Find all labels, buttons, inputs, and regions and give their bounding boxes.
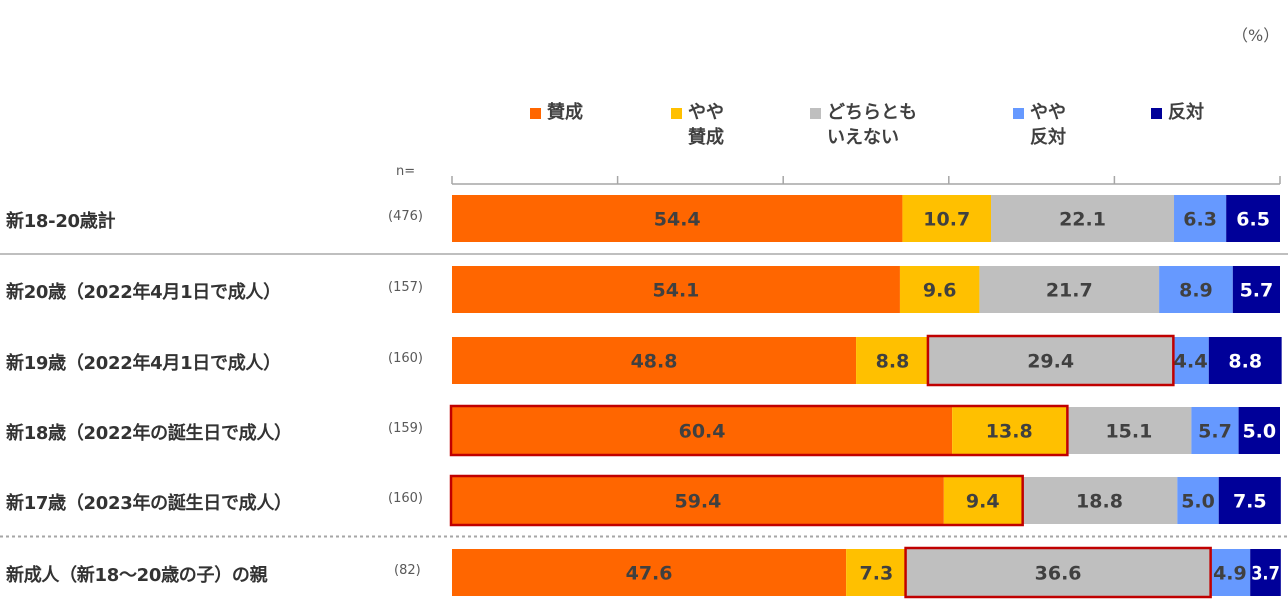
bar-segment <box>1021 477 1178 524</box>
bar-segment <box>899 266 980 313</box>
data-label: 9.4 <box>966 491 1000 513</box>
bar-segment <box>1159 266 1233 313</box>
data-label: 18.8 <box>1076 491 1123 513</box>
bar-segment <box>1174 195 1227 242</box>
legend-swatch <box>810 108 821 119</box>
row-label: 新20歳（2022年4月1日で成人） <box>6 281 281 303</box>
data-label: 47.6 <box>626 563 673 585</box>
data-label: 5.0 <box>1181 491 1215 513</box>
highlight-box <box>449 404 1069 457</box>
legend-item: 賛成 <box>530 100 583 125</box>
legend-label: どちらとも いえない <box>827 102 917 148</box>
legend-item: やや 反対 <box>1013 100 1066 150</box>
highlight-box <box>904 546 1212 599</box>
bar-segment <box>1209 549 1251 596</box>
data-label: 36.6 <box>1035 563 1082 585</box>
legend-item: やや 賛成 <box>671 100 724 150</box>
unit-label: （%） <box>1232 26 1280 45</box>
bar-segment <box>928 337 1173 384</box>
row-label: 新成人（新18～20歳の子）の親 <box>6 564 268 586</box>
bar-segment <box>902 195 992 242</box>
legend-swatch <box>1013 108 1024 119</box>
row-label: 新18-20歳計 <box>6 210 116 232</box>
bar-segment <box>856 337 929 384</box>
highlight-box <box>449 474 1024 527</box>
bar-segment <box>1250 549 1281 596</box>
data-label: 21.7 <box>1046 280 1093 302</box>
bar-segment <box>1208 337 1282 384</box>
row-n-value: (82) <box>394 562 421 578</box>
legend-label: やや 賛成 <box>688 102 724 148</box>
legend-swatch <box>1151 108 1162 119</box>
data-label: 8.8 <box>876 351 910 373</box>
data-label: 6.3 <box>1183 209 1217 231</box>
data-label: 22.1 <box>1059 209 1106 231</box>
data-label: 5.7 <box>1198 421 1232 443</box>
data-label: 8.9 <box>1179 280 1213 302</box>
bar-segment <box>1226 195 1280 242</box>
bar-segment <box>991 195 1175 242</box>
data-label: 7.3 <box>860 563 894 585</box>
bar-segment <box>1191 407 1239 454</box>
row-n-value: (160) <box>388 350 423 366</box>
bar-segment <box>452 195 903 242</box>
row-n-value: (160) <box>388 490 423 506</box>
data-label: 29.4 <box>1027 351 1074 373</box>
bar-segment <box>906 549 1210 596</box>
bar-segment <box>846 549 907 596</box>
bar-segment <box>1066 407 1192 454</box>
data-label: 10.7 <box>923 209 970 231</box>
bar-segment <box>452 549 847 596</box>
legend-label: 賛成 <box>547 102 583 123</box>
data-label: 59.4 <box>674 491 721 513</box>
bar-segment <box>1238 407 1280 454</box>
legend-item: 反対 <box>1151 100 1204 125</box>
data-label: 4.9 <box>1213 563 1247 585</box>
legend-label: 反対 <box>1168 102 1204 123</box>
data-label: 5.7 <box>1240 280 1274 302</box>
data-label: 15.1 <box>1105 421 1152 443</box>
data-label: 3.7 <box>1251 563 1280 585</box>
data-label: 9.6 <box>923 280 957 302</box>
data-label: 54.4 <box>654 209 701 231</box>
data-label: 8.8 <box>1228 351 1262 373</box>
row-n-value: (476) <box>388 208 423 224</box>
bar-segment <box>952 407 1067 454</box>
bar-segment <box>1232 266 1280 313</box>
data-label: 7.5 <box>1233 491 1267 513</box>
row-label: 新17歳（2023年の誕生日で成人） <box>6 492 292 514</box>
bar-segment <box>452 337 857 384</box>
data-label: 5.0 <box>1242 421 1276 443</box>
bar-segment <box>1172 337 1209 384</box>
legend-swatch <box>671 108 682 119</box>
bar-segment <box>1218 477 1281 524</box>
bar-segment <box>452 266 900 313</box>
data-label: 48.8 <box>631 351 678 373</box>
bar-segment <box>1177 477 1219 524</box>
data-label: 6.5 <box>1236 209 1270 231</box>
legend-item: どちらとも いえない <box>810 100 917 150</box>
n-header: n= <box>396 164 416 179</box>
bar-segment <box>452 477 944 524</box>
legend-swatch <box>530 108 541 119</box>
data-label: 60.4 <box>679 421 726 443</box>
data-label: 13.8 <box>986 421 1033 443</box>
row-n-value: (157) <box>388 279 423 295</box>
bar-segment <box>452 407 953 454</box>
data-label: 4.4 <box>1173 351 1207 373</box>
highlight-box <box>926 334 1175 387</box>
row-label: 新19歳（2022年4月1日で成人） <box>6 352 281 374</box>
data-label: 54.1 <box>653 280 700 302</box>
bar-segment <box>979 266 1160 313</box>
bar-segment <box>943 477 1022 524</box>
row-label: 新18歳（2022年の誕生日で成人） <box>6 422 292 444</box>
row-n-value: (159) <box>388 420 423 436</box>
legend-label: やや 反対 <box>1030 102 1066 148</box>
